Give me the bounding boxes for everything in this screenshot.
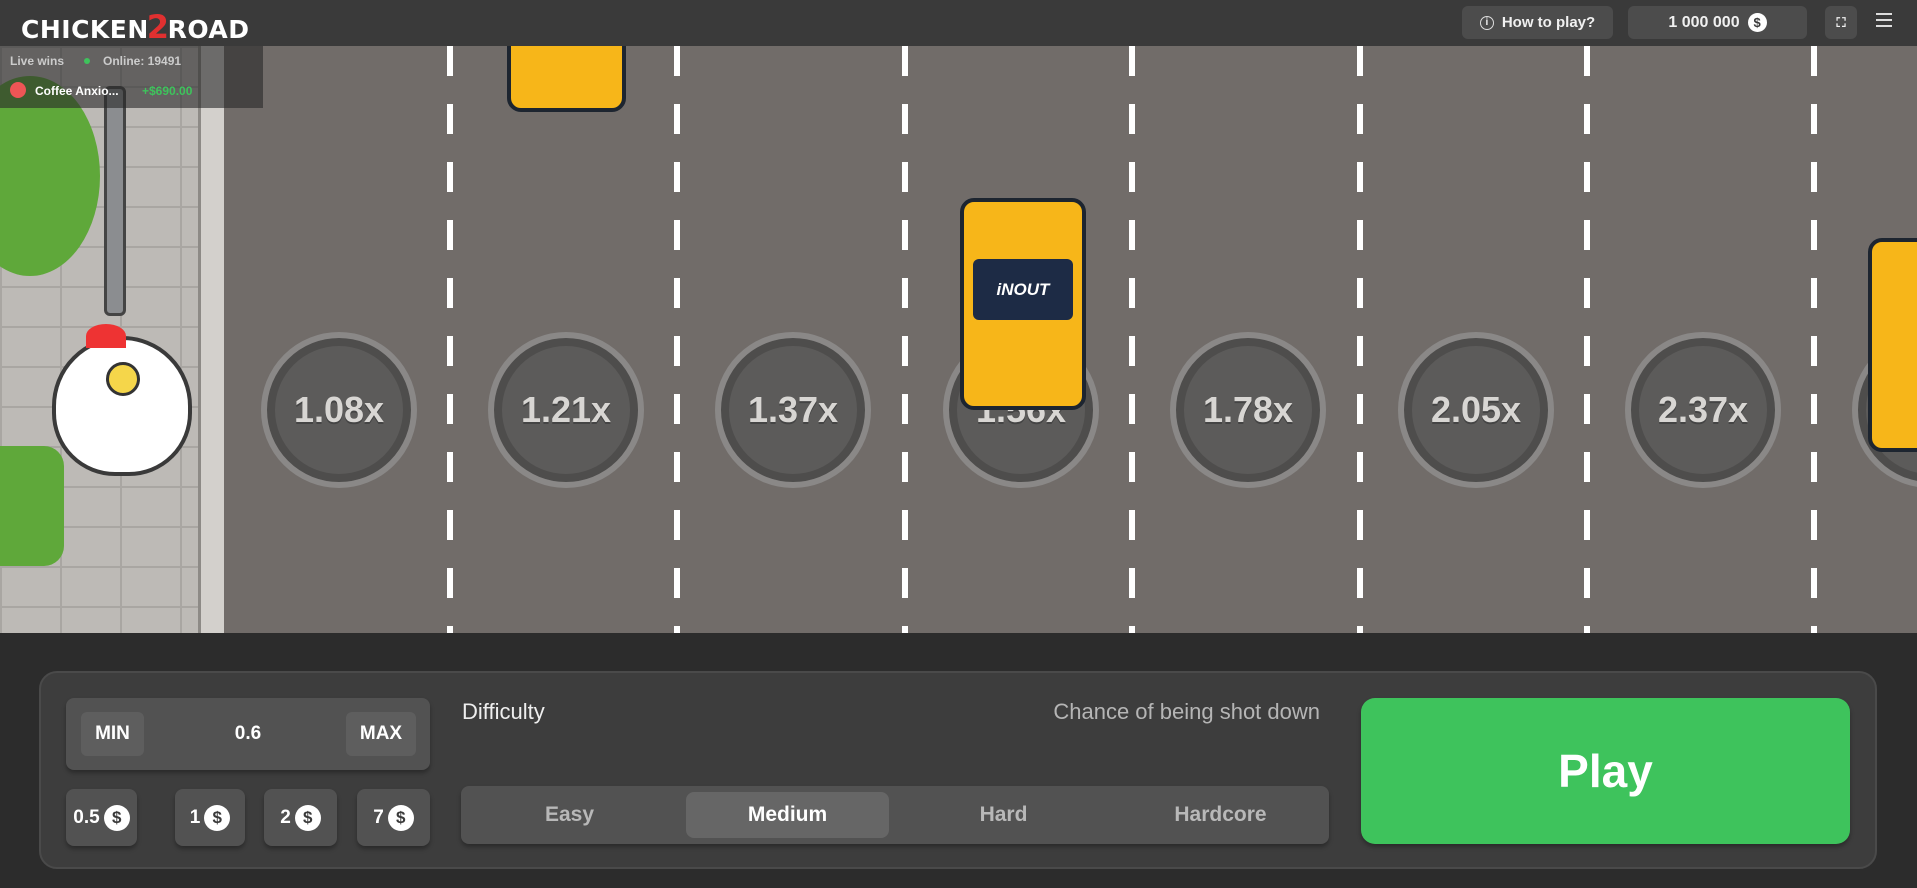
online-dot-icon (84, 58, 90, 64)
multiplier-manhole[interactable]: 1.37x (715, 332, 871, 488)
bet-chip[interactable]: 0.5 $ (66, 789, 137, 846)
dollar-coin-icon: $ (294, 804, 321, 831)
difficulty-hard[interactable]: Hard (979, 803, 1028, 826)
chip-value: 1 (189, 806, 201, 828)
online-count: Online: 19491 (103, 54, 182, 68)
lane-divider (1584, 46, 1590, 633)
multiplier-manhole[interactable]: 2.05x (1398, 332, 1554, 488)
bet-chip[interactable]: 7 $ (357, 789, 430, 846)
max-bet-button[interactable]: MAX (346, 712, 416, 756)
live-wins-panel: Live wins Online: 19491 Coffee Anxio... … (0, 46, 263, 108)
difficulty-hardcore[interactable]: Hardcore (1174, 803, 1267, 826)
multiplier-manhole[interactable]: 2.37x (1625, 332, 1781, 488)
info-icon: i (1479, 15, 1494, 30)
difficulty-easy[interactable]: Easy (544, 803, 595, 826)
how-to-play-button[interactable]: i How to play? (1462, 6, 1613, 39)
bet-value[interactable]: 0.6 (234, 723, 262, 744)
multiplier-manhole[interactable]: 1.21x (488, 332, 644, 488)
dollar-coin-icon: $ (387, 804, 414, 831)
chance-label: Chance of being shot down (1053, 699, 1320, 724)
chicken-eye (106, 362, 140, 396)
chicken-comb (86, 324, 126, 348)
balance-value: 1 000 000 (1668, 13, 1740, 31)
logo-text: ROAD (167, 15, 250, 44)
min-bet-button[interactable]: MIN (81, 712, 144, 756)
winner-amount: +$690.00 (142, 84, 193, 98)
bet-chip[interactable]: 2 $ (264, 789, 337, 846)
lane-divider (902, 46, 908, 633)
lane-divider (1357, 46, 1363, 633)
multiplier-manhole[interactable]: 1.78x (1170, 332, 1326, 488)
top-bar: CHICKEN2ROAD i How to play? 1 000 000 $ ⛶ (0, 0, 1917, 46)
car (1868, 238, 1917, 452)
car (507, 46, 626, 112)
difficulty-label: Difficulty (462, 699, 545, 724)
difficulty-selector: Easy Medium Hard Hardcore (461, 786, 1329, 844)
balance-display: 1 000 000 $ (1628, 6, 1807, 39)
car-windshield-logo: iNOUT (973, 259, 1073, 321)
play-button[interactable]: Play (1361, 698, 1850, 844)
bet-chip[interactable]: 1 $ (175, 789, 245, 846)
menu-icon (1876, 19, 1892, 21)
street-lamp (104, 86, 126, 316)
fullscreen-icon: ⛶ (1836, 14, 1846, 30)
chip-value: 7 (373, 806, 384, 828)
how-to-play-label: How to play? (1501, 14, 1596, 31)
bush (0, 446, 64, 566)
dollar-coin-icon: $ (1747, 13, 1767, 32)
car: iNOUT (960, 198, 1086, 410)
menu-button[interactable] (1876, 13, 1892, 27)
dollar-coin-icon: $ (204, 804, 231, 831)
bet-amount-input[interactable]: MIN 0.6 MAX (66, 698, 430, 770)
chip-value: 0.5 (73, 806, 100, 828)
dollar-coin-icon: $ (103, 804, 130, 831)
lane-divider (1129, 46, 1135, 633)
fullscreen-button[interactable]: ⛶ (1825, 6, 1857, 39)
winner-name: Coffee Anxio... (35, 84, 119, 98)
lane-divider (1811, 46, 1817, 633)
user-avatar (10, 82, 26, 98)
logo-text: CHICKEN (21, 15, 149, 44)
live-wins-label: Live wins (10, 54, 65, 68)
chip-value: 2 (280, 806, 291, 828)
multiplier-manhole[interactable]: 1.08x (261, 332, 417, 488)
game-road: 1.08x 1.21x 1.37x 1.56x 1.78x 2.05x 2.37… (0, 46, 1917, 633)
lane-divider (674, 46, 680, 633)
lane-divider (447, 46, 453, 633)
difficulty-medium[interactable]: Medium (686, 792, 889, 838)
game-logo: CHICKEN2ROAD (21, 8, 250, 46)
logo-number: 2 (146, 8, 170, 46)
chicken-character (52, 324, 192, 476)
curb (198, 46, 224, 633)
